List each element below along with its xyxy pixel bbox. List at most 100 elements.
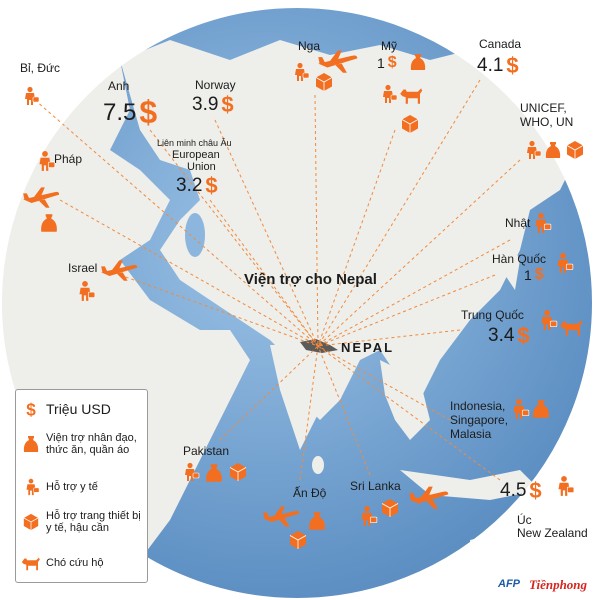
donor-label-uc-line2: New Zealand: [517, 526, 588, 540]
amount-value: 4.1: [477, 55, 504, 76]
route-han-quoc: [317, 274, 496, 347]
donor-amount-eu: 3.2 $: [176, 173, 218, 199]
land-japan: [500, 230, 520, 290]
dollar-icon: $: [517, 323, 530, 348]
dollar-icon: $: [221, 92, 234, 117]
donor-label-bi-duc: Bỉ, Đức: [20, 61, 61, 75]
legend-item-equipment: Hỗ trợ trang thiết bị y tế, hậu cần: [16, 510, 141, 534]
donor-label-uc: Úc: [517, 513, 532, 527]
humanitarian-icon: [306, 510, 328, 537]
donor-label-eu-line2: European: [172, 149, 220, 161]
medical-icon: [530, 212, 552, 239]
land-eurasia: [120, 40, 580, 420]
legend-item-dollar: $ Triệu USD: [16, 400, 111, 418]
equipment-icon: [288, 530, 308, 555]
land-indonesia: [400, 470, 540, 500]
equipment-icon: [228, 462, 248, 487]
route-indonesia: [317, 345, 451, 421]
donor-label-nhat: Nhật: [505, 216, 531, 230]
legend-text-line2: y tế, hậu cần: [46, 522, 109, 534]
route-anh: [149, 129, 319, 347]
donor-amount-trung-quoc: 3.4 $: [488, 323, 530, 349]
dollar-icon: $: [16, 400, 46, 418]
plane-icon: [317, 48, 359, 79]
humanitarian-icon: [203, 462, 225, 489]
caspian-sea: [185, 213, 205, 257]
legend-text: Chó cứu hộ: [46, 557, 104, 569]
donor-label-indonesia-line3: Malasia: [450, 427, 492, 441]
route-bi-duc: [34, 99, 319, 347]
humanitarian-icon: [530, 398, 552, 425]
humanitarian-icon: [408, 52, 428, 77]
credit-afp: AFP: [498, 578, 520, 590]
route-my: [317, 129, 396, 347]
donor-label-indonesia-line2: Singapore,: [450, 413, 509, 427]
donor-label-nga: Nga: [298, 39, 321, 53]
legend-text: Hỗ trợ trang thiết bị: [46, 510, 141, 522]
legend-text: Viện trợ nhân đạo,: [46, 432, 137, 444]
equipment-icon: [380, 498, 400, 523]
plane-icon: [100, 258, 138, 287]
equipment-icon: [314, 72, 334, 97]
medical-icon: [290, 62, 310, 87]
route-uc: [317, 345, 501, 481]
route-israel: [119, 274, 319, 347]
amount-value: 1: [524, 267, 532, 283]
donor-label-norway: Norway: [195, 78, 236, 92]
plane-icon: [408, 484, 450, 515]
donor-label-sri-lanka: Sri Lanka: [350, 479, 401, 493]
medical-icon: [553, 475, 575, 502]
donor-label-canada: Canada: [479, 37, 522, 51]
equipment-icon: [16, 513, 46, 531]
nepal-label: NEPAL: [341, 340, 395, 355]
medical-icon: [74, 280, 96, 307]
donor-label-eu: Liên minh châu Âu: [157, 138, 232, 148]
donor-amount-han-quoc: 1 $: [524, 266, 544, 284]
land-se-asia: [380, 360, 430, 440]
credit-publisher: Tiềnphong: [529, 577, 588, 592]
dog-icon: [398, 84, 424, 111]
dog-icon: [558, 316, 584, 343]
donor-label-an-do: Ấn Độ: [293, 486, 327, 500]
route-unicef: [317, 159, 521, 347]
plane-icon: [22, 185, 60, 214]
donor-label-phap: Pháp: [54, 152, 83, 166]
legend-item-humanitarian: Viện trợ nhân đạo, thức ăn, quần áo: [16, 432, 137, 456]
legend-text: Hỗ trợ y tế: [46, 481, 98, 493]
aid-routes: [34, 79, 521, 481]
donor-amount-anh: 7.5 $: [103, 94, 157, 131]
donor-amount-norway: 3.9 $: [192, 92, 234, 118]
land-india: [270, 345, 340, 450]
route-norway: [214, 119, 319, 347]
amount-value: 3.2: [176, 175, 203, 196]
equipment-icon: [400, 114, 420, 139]
humanitarian-icon: [543, 140, 563, 165]
map-title: Viện trợ cho Nepal: [244, 271, 377, 288]
dollar-icon: $: [205, 173, 218, 198]
medical-icon: [16, 478, 46, 496]
amount-value: 3.9: [192, 94, 219, 115]
donor-label-unicef-line2: WHO, UN: [520, 115, 574, 129]
plane-icon: [262, 504, 300, 533]
medical-icon: [378, 84, 398, 109]
legend-item-medical: Hỗ trợ y tế: [16, 478, 98, 496]
humanitarian-icon: [16, 434, 46, 454]
medical-icon: [522, 140, 542, 165]
medical-icon: [20, 86, 40, 111]
route-pakistan: [219, 345, 319, 441]
route-eu: [209, 199, 319, 347]
legend: $ Triệu USD Viện trợ nhân đạo, thức ăn, quầ…: [15, 389, 148, 583]
donor-label-unicef: UNICEF,: [520, 101, 567, 115]
donor-label-my: Mỹ: [381, 39, 397, 53]
legend-item-dog: Chó cứu hộ: [16, 554, 104, 572]
medical-icon: [536, 309, 558, 336]
amount-value: 3.4: [488, 325, 515, 346]
amount-value: 4.5: [500, 480, 527, 501]
route-sri-lanka: [317, 345, 371, 476]
amount-value: 7.5: [103, 98, 137, 126]
donor-label-israel: Israel: [68, 261, 98, 275]
legend-text: Triệu USD: [46, 401, 111, 417]
route-canada: [317, 79, 481, 347]
dollar-icon: $: [506, 53, 519, 78]
